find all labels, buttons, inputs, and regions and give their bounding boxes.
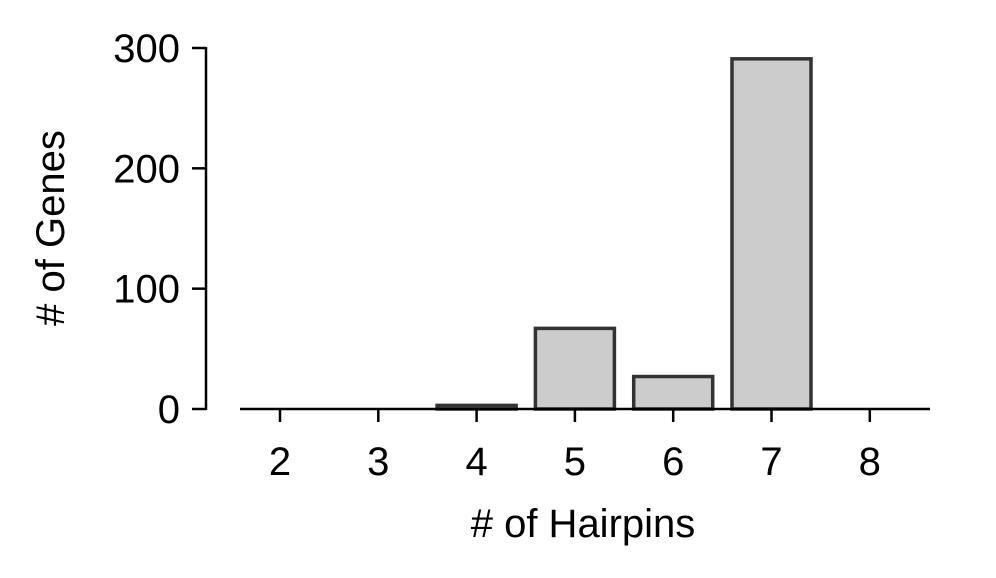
bars-group [435, 57, 813, 411]
bar-5 [533, 326, 617, 411]
y-tick-label: 300 [113, 27, 180, 71]
x-tick-label: 8 [859, 440, 881, 484]
x-tick-label: 4 [465, 440, 487, 484]
x-ticks-group: 2 3 4 5 6 7 8 [269, 409, 881, 484]
x-tick-label: 5 [564, 440, 586, 484]
y-ticks-group: 0 100 200 300 [113, 27, 206, 432]
bar-7 [730, 57, 813, 411]
x-tick-label: 7 [760, 440, 782, 484]
y-tick-label: 0 [158, 388, 180, 432]
x-tick-label: 3 [367, 440, 389, 484]
x-tick-label: 2 [269, 440, 291, 484]
y-axis-label: # of Genes [29, 130, 73, 326]
y-tick-label: 100 [113, 268, 180, 312]
x-axis-label: # of Hairpins [471, 502, 696, 546]
bar-6 [631, 374, 715, 411]
x-tick-label: 6 [662, 440, 684, 484]
y-tick-label: 200 [113, 147, 180, 191]
